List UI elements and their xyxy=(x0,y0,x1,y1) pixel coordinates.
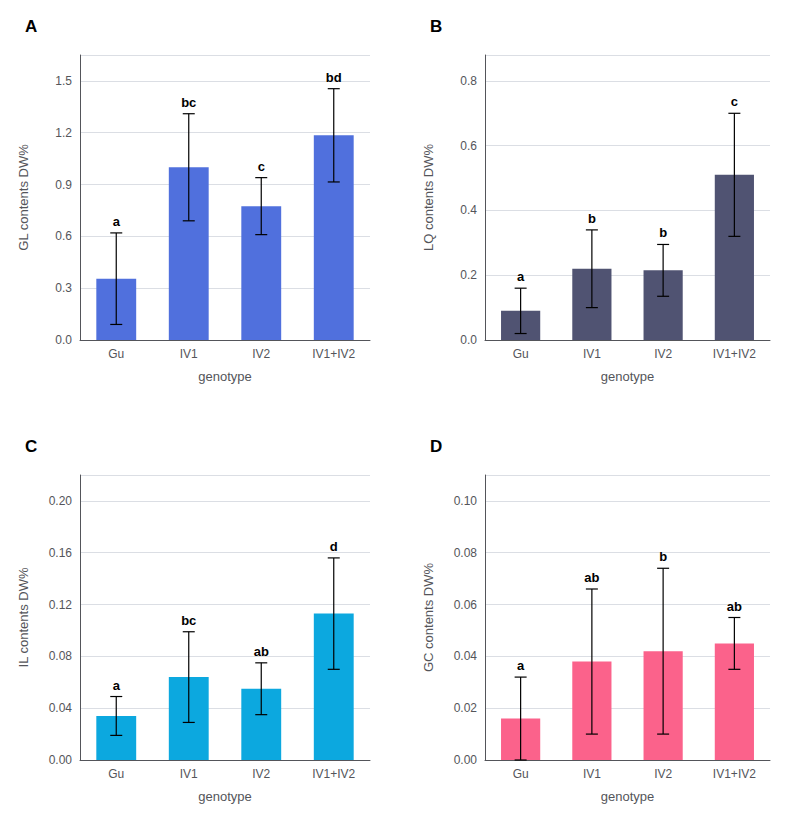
svg-text:C: C xyxy=(25,437,37,456)
svg-text:0.00: 0.00 xyxy=(49,753,73,767)
svg-text:a: a xyxy=(517,658,525,673)
svg-text:genotype: genotype xyxy=(601,369,655,384)
svg-text:genotype: genotype xyxy=(601,789,655,804)
svg-text:GC contents DW%: GC contents DW% xyxy=(421,563,436,673)
svg-text:b: b xyxy=(588,211,596,226)
svg-text:0.06: 0.06 xyxy=(454,598,478,612)
svg-text:0.9: 0.9 xyxy=(55,178,72,192)
svg-text:IV2: IV2 xyxy=(654,767,672,781)
svg-text:0.8: 0.8 xyxy=(460,74,477,88)
svg-text:IV1: IV1 xyxy=(180,347,198,361)
svg-text:0.12: 0.12 xyxy=(49,598,73,612)
svg-text:0.02: 0.02 xyxy=(454,701,478,715)
svg-text:IV2: IV2 xyxy=(252,767,270,781)
svg-text:GL contents DW%: GL contents DW% xyxy=(16,144,31,251)
svg-text:IV2: IV2 xyxy=(252,347,270,361)
svg-text:IL contents DW%: IL contents DW% xyxy=(16,567,31,667)
svg-text:IV1: IV1 xyxy=(180,767,198,781)
svg-text:0.0: 0.0 xyxy=(55,333,72,347)
svg-text:c: c xyxy=(731,94,738,109)
svg-text:IV1+IV2: IV1+IV2 xyxy=(312,767,355,781)
svg-text:a: a xyxy=(517,269,525,284)
svg-text:IV1+IV2: IV1+IV2 xyxy=(713,347,756,361)
svg-text:0.04: 0.04 xyxy=(49,701,73,715)
svg-text:0.6: 0.6 xyxy=(460,139,477,153)
svg-text:ab: ab xyxy=(727,599,742,614)
svg-text:0.3: 0.3 xyxy=(55,281,72,295)
svg-text:1.2: 1.2 xyxy=(55,126,72,140)
svg-text:Gu: Gu xyxy=(513,767,529,781)
svg-text:0.2: 0.2 xyxy=(460,268,477,282)
svg-text:d: d xyxy=(330,539,338,554)
svg-text:ab: ab xyxy=(584,570,599,585)
svg-text:0.20: 0.20 xyxy=(49,494,73,508)
svg-text:0.16: 0.16 xyxy=(49,546,73,560)
svg-text:IV1+IV2: IV1+IV2 xyxy=(713,767,756,781)
svg-text:IV2: IV2 xyxy=(654,347,672,361)
svg-text:bc: bc xyxy=(181,95,196,110)
svg-text:b: b xyxy=(659,225,667,240)
svg-text:0.10: 0.10 xyxy=(454,494,478,508)
svg-text:c: c xyxy=(258,159,265,174)
svg-text:1.5: 1.5 xyxy=(55,74,72,88)
svg-text:0.00: 0.00 xyxy=(454,753,478,767)
svg-text:LQ contents DW%: LQ contents DW% xyxy=(421,144,436,251)
svg-text:genotype: genotype xyxy=(198,369,252,384)
svg-text:0.04: 0.04 xyxy=(454,649,478,663)
svg-text:IV1+IV2: IV1+IV2 xyxy=(312,347,355,361)
svg-text:Gu: Gu xyxy=(513,347,529,361)
svg-text:Gu: Gu xyxy=(108,347,124,361)
svg-text:IV1: IV1 xyxy=(583,767,601,781)
svg-text:a: a xyxy=(113,214,121,229)
svg-text:bd: bd xyxy=(326,70,342,85)
svg-text:A: A xyxy=(25,17,37,36)
svg-text:0.08: 0.08 xyxy=(49,649,73,663)
svg-text:a: a xyxy=(113,678,121,693)
svg-text:b: b xyxy=(659,549,667,564)
svg-text:0.6: 0.6 xyxy=(55,229,72,243)
svg-text:genotype: genotype xyxy=(198,789,252,804)
svg-text:bc: bc xyxy=(181,613,196,628)
svg-text:0.08: 0.08 xyxy=(454,546,478,560)
svg-text:IV1: IV1 xyxy=(583,347,601,361)
svg-text:0.4: 0.4 xyxy=(460,203,477,217)
svg-text:B: B xyxy=(430,17,442,36)
svg-text:Gu: Gu xyxy=(108,767,124,781)
svg-text:D: D xyxy=(430,437,442,456)
svg-text:0.0: 0.0 xyxy=(460,333,477,347)
svg-text:ab: ab xyxy=(254,644,269,659)
